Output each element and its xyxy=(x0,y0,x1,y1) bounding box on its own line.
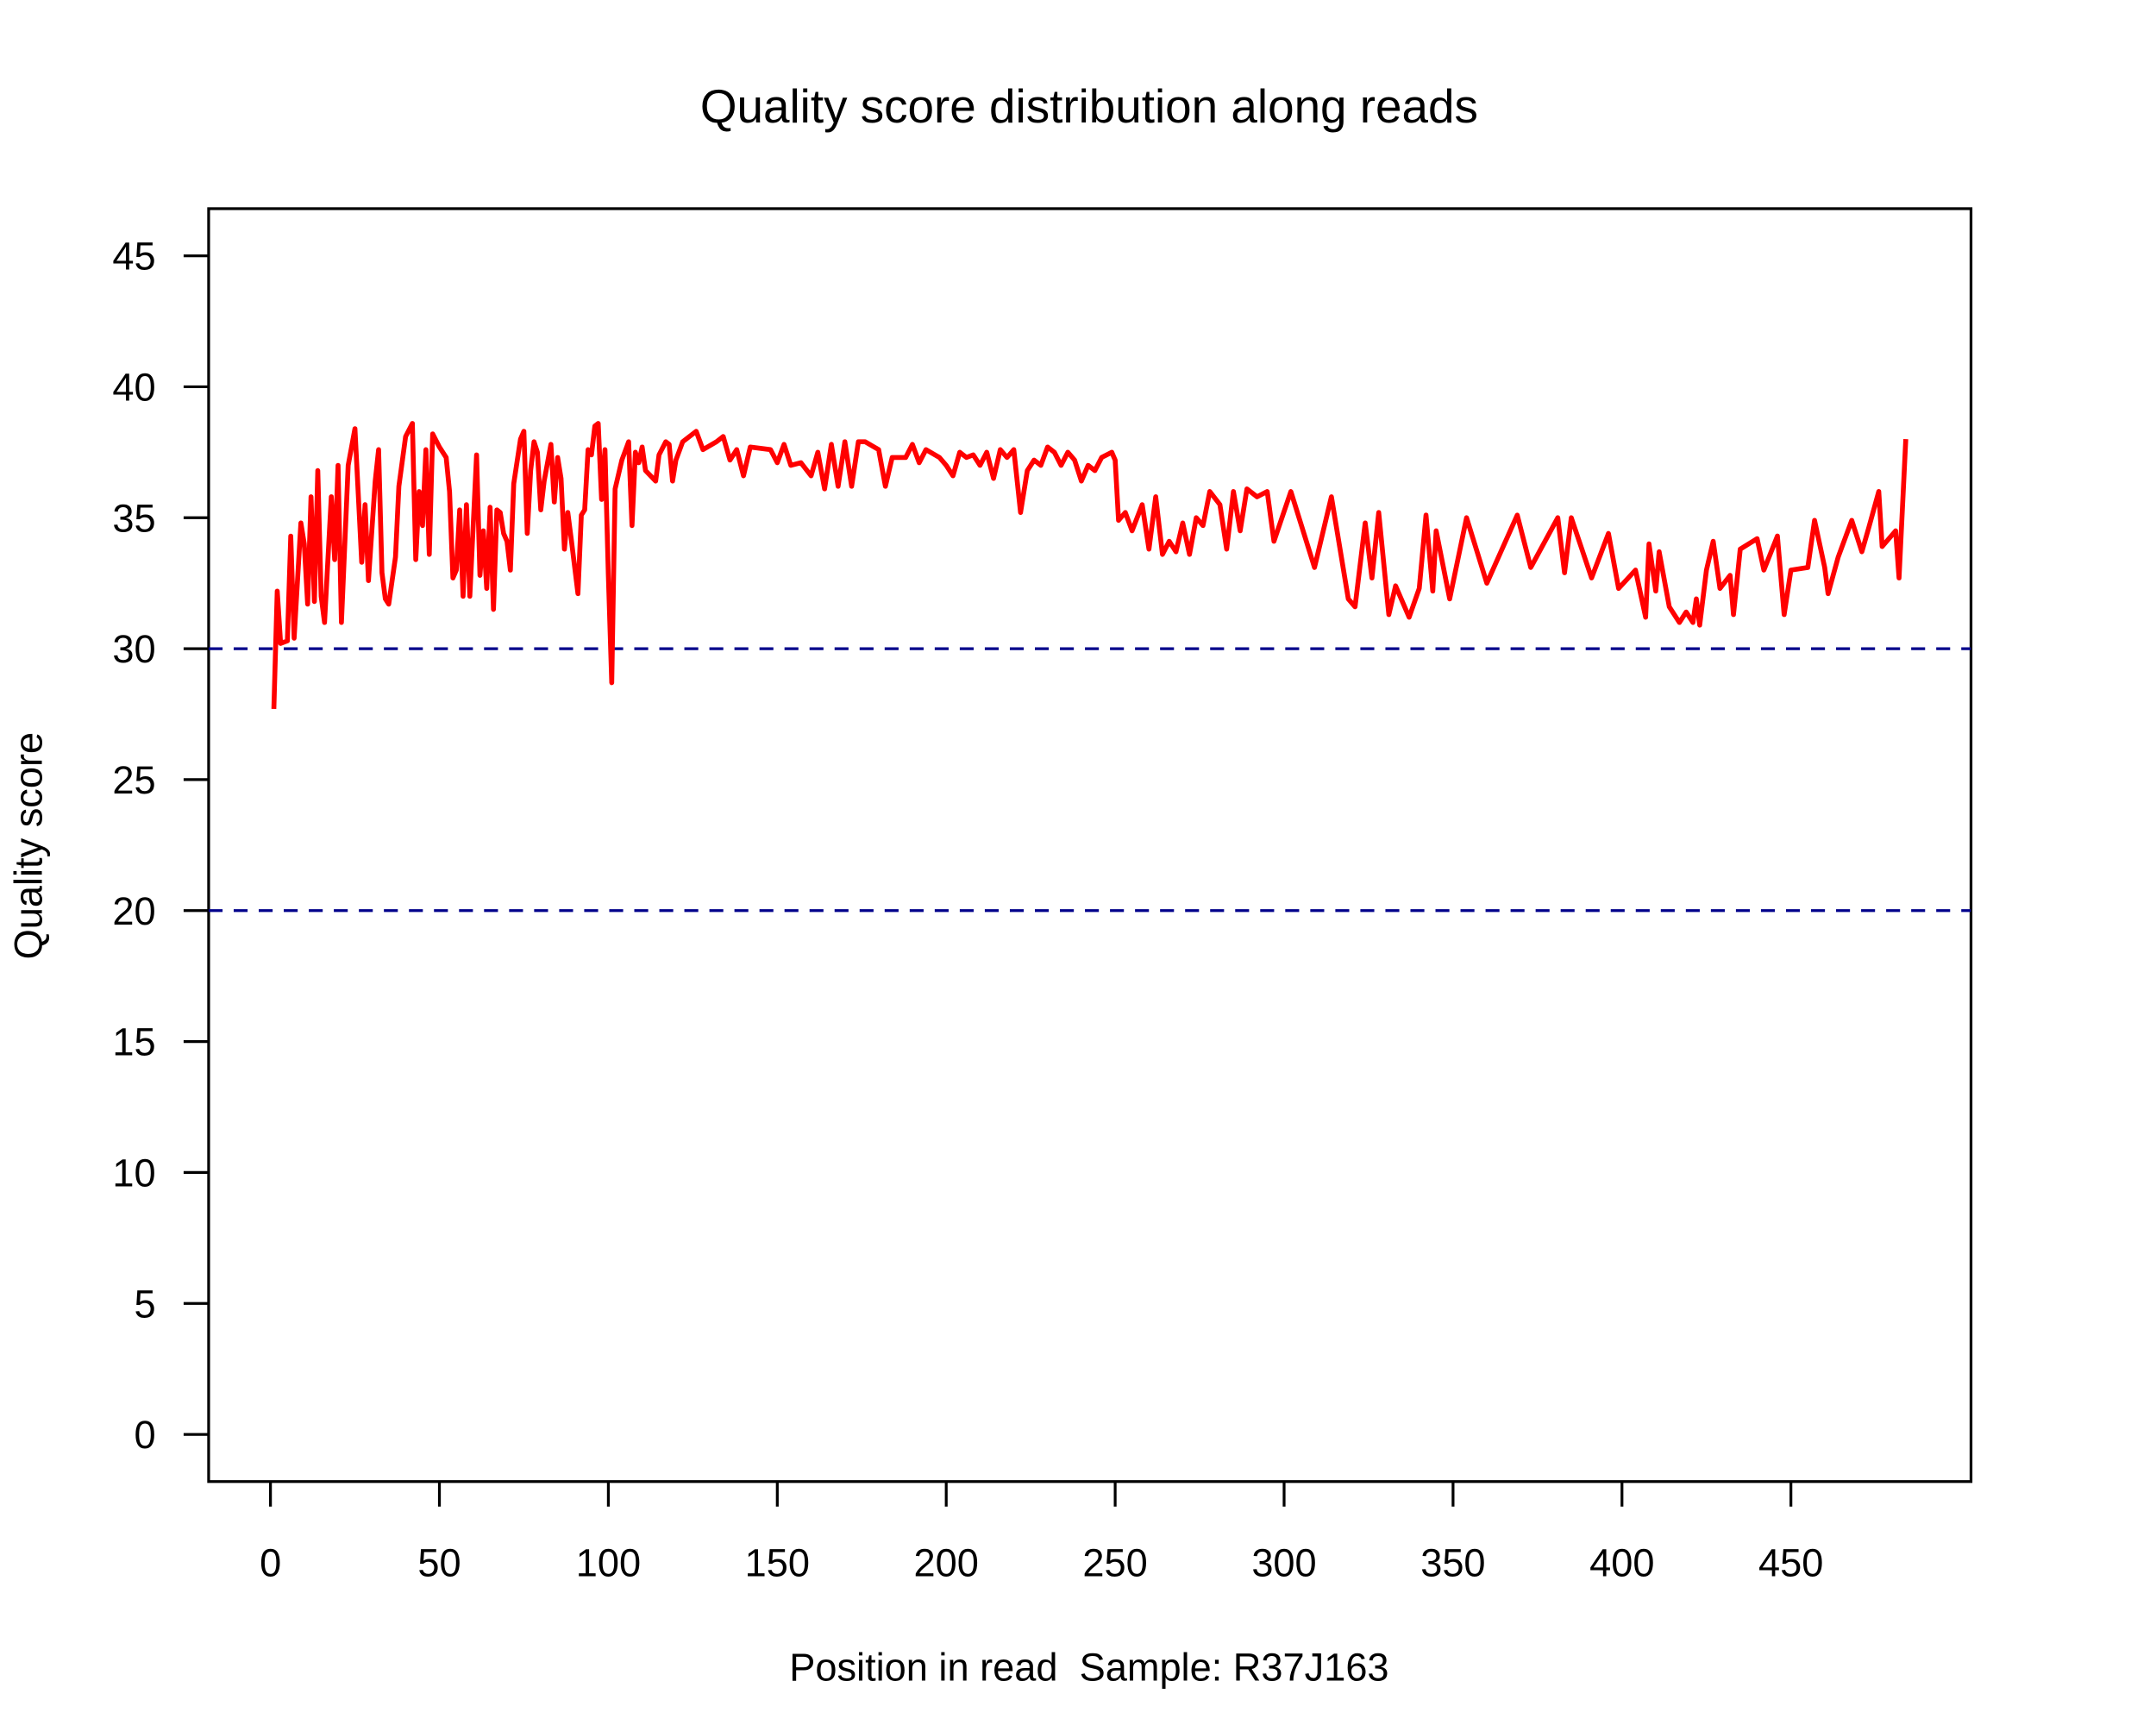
x-tick-label: 0 xyxy=(260,1540,281,1584)
plot-frame xyxy=(207,207,1973,1484)
x-tick-label: 250 xyxy=(1082,1540,1147,1584)
y-tick-label: 20 xyxy=(112,889,155,933)
y-tick-label: 30 xyxy=(112,627,155,671)
y-tick-label: 35 xyxy=(112,496,155,540)
chart-title: Quality score distribution along reads xyxy=(700,79,1478,133)
x-tick-label: 300 xyxy=(1251,1540,1316,1584)
x-tick-label: 400 xyxy=(1589,1540,1654,1584)
y-axis-label: Quality score xyxy=(6,732,50,960)
x-tick-label: 200 xyxy=(914,1540,979,1584)
x-tick-label: 50 xyxy=(417,1540,461,1584)
y-tick-label: 15 xyxy=(112,1020,155,1064)
y-tick-label: 5 xyxy=(135,1282,156,1326)
y-tick-label: 10 xyxy=(112,1151,155,1195)
y-tick-label: 0 xyxy=(135,1413,156,1457)
data-line xyxy=(271,421,1908,710)
x-tick-label: 350 xyxy=(1420,1540,1485,1584)
x-tick-label: 150 xyxy=(745,1540,810,1584)
y-tick-label: 40 xyxy=(112,366,155,410)
y-tick-label: 45 xyxy=(112,235,155,279)
x-axis-label: Position in read Sample: R37J163 xyxy=(789,1645,1388,1689)
x-tick-label: 100 xyxy=(576,1540,641,1584)
y-tick-label: 25 xyxy=(112,758,155,802)
x-tick-label: 450 xyxy=(1758,1540,1823,1584)
